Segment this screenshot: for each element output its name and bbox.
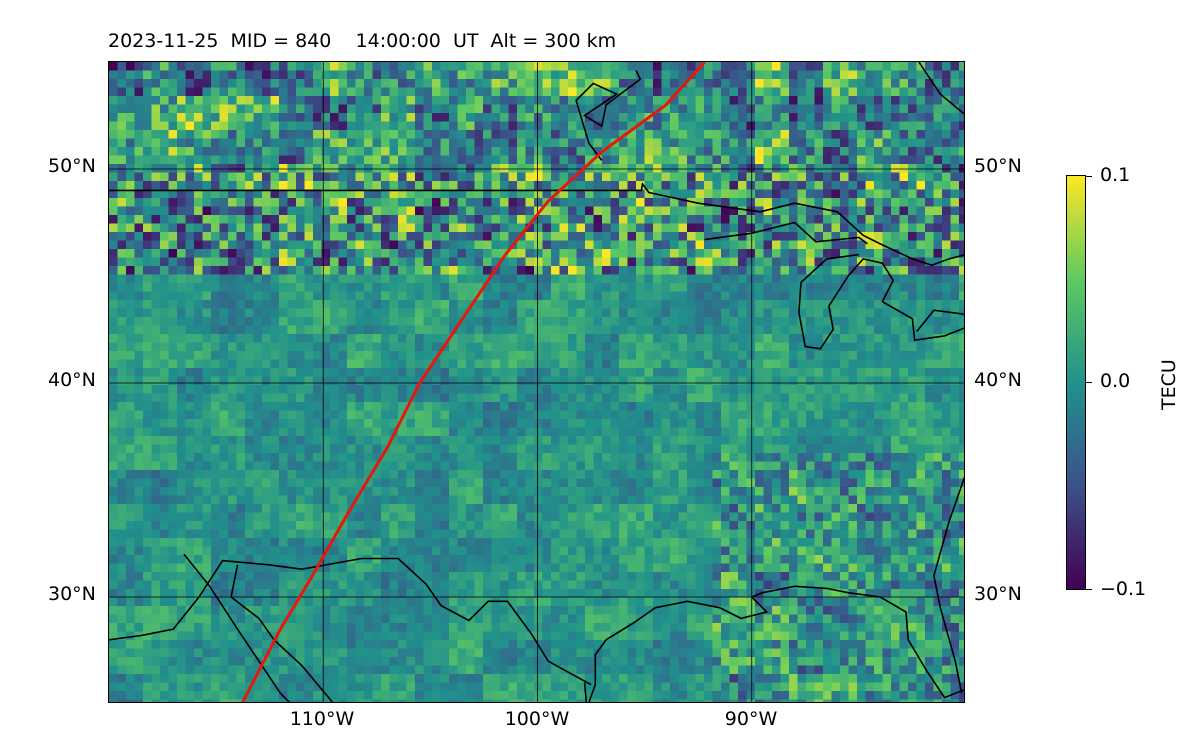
lat-label-50n-left: 50°N [48, 155, 96, 177]
colorbar-label-zero: 0.0 [1100, 370, 1131, 392]
coastline-segment [183, 553, 291, 702]
colorbar-tick-mid [1086, 382, 1092, 383]
figure-title: 2023-11-25 MID = 840 14:00:00 UT Alt = 3… [108, 30, 617, 52]
colorbar-tick-bottom [1086, 589, 1092, 590]
lon-label-110w: 110°W [289, 708, 355, 730]
coastline-segment [918, 62, 964, 115]
map-panel[interactable] [108, 61, 965, 703]
colorbar [1066, 175, 1086, 590]
coastline-segment [583, 682, 588, 702]
coastline-segment [230, 564, 334, 702]
lat-label-40n-left: 40°N [48, 369, 96, 391]
colorbar-title: TECU [1158, 359, 1180, 410]
coastline-segment [109, 182, 964, 267]
coastline-segment [916, 309, 964, 333]
coastline-segment [798, 253, 964, 350]
lat-label-50n-right: 50°N [974, 155, 1022, 177]
coastline-segment [704, 221, 868, 245]
coastline-segment [109, 557, 592, 686]
lon-label-100w: 100°W [504, 708, 570, 730]
colorbar-label-min: −0.1 [1100, 578, 1147, 600]
coastline-segment [588, 585, 964, 702]
lat-label-30n-right: 30°N [974, 583, 1022, 605]
colorbar-label-max: 0.1 [1100, 164, 1131, 186]
tec-raster [109, 62, 964, 702]
satellite-track [241, 62, 706, 702]
lat-label-30n-left: 30°N [48, 583, 96, 605]
map-canvas [109, 62, 964, 702]
colorbar-tick-top [1086, 176, 1092, 177]
coastline-segment [575, 70, 642, 161]
coastline-segment [933, 476, 964, 694]
lon-label-90w: 90°W [724, 708, 778, 730]
coastlines [109, 62, 964, 702]
lat-label-40n-right: 40°N [974, 369, 1022, 391]
